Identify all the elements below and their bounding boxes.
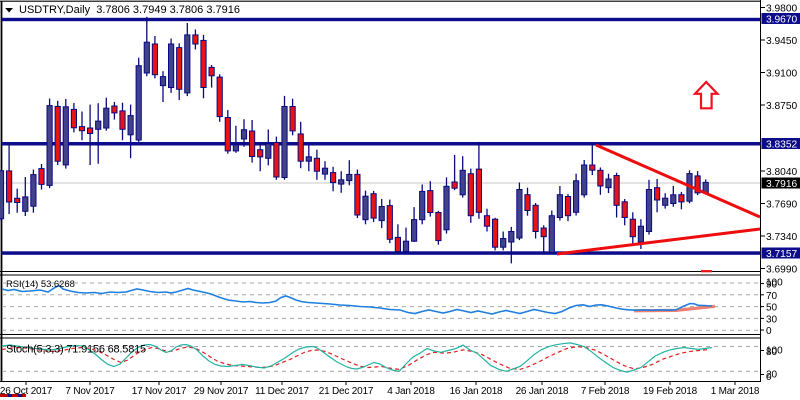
svg-text:3.9670: 3.9670	[766, 14, 797, 25]
svg-text:100: 100	[766, 277, 783, 288]
svg-text:100: 100	[766, 346, 783, 357]
svg-text:7 Nov 2017: 7 Nov 2017	[65, 386, 115, 397]
svg-text:26 Oct 2017: 26 Oct 2017	[0, 386, 53, 397]
svg-text:3.8352: 3.8352	[766, 139, 797, 150]
svg-text:29 Nov 2017: 29 Nov 2017	[194, 386, 249, 397]
svg-text:90: 90	[766, 280, 778, 291]
svg-text:1 Mar 2018: 1 Mar 2018	[711, 386, 760, 397]
svg-text:0: 0	[766, 372, 772, 383]
svg-text:3.7340: 3.7340	[766, 232, 797, 243]
svg-text:11 Dec 2017: 11 Dec 2017	[255, 386, 309, 397]
svg-text:30: 30	[766, 314, 778, 325]
svg-text:16 Jan 2018: 16 Jan 2018	[450, 386, 503, 397]
svg-text:20: 20	[766, 370, 778, 381]
svg-text:0: 0	[766, 326, 772, 337]
svg-text:3.8040: 3.8040	[766, 167, 797, 178]
svg-text:50: 50	[766, 303, 778, 314]
svg-text:3.7690: 3.7690	[766, 200, 797, 211]
svg-text:26 Jan 2018: 26 Jan 2018	[516, 386, 569, 397]
svg-text:70: 70	[766, 291, 778, 302]
svg-text:3.7157: 3.7157	[766, 249, 797, 260]
svg-text:Stoch(5,3,3) 71.9156 68.5815: Stoch(5,3,3) 71.9156 68.5815	[6, 344, 146, 356]
svg-text:3.8750: 3.8750	[766, 101, 797, 112]
svg-text:80: 80	[766, 347, 778, 358]
svg-text:7 Feb 2018: 7 Feb 2018	[581, 386, 630, 397]
svg-text:17 Nov 2017: 17 Nov 2017	[132, 386, 187, 397]
svg-text:21 Dec 2017: 21 Dec 2017	[319, 386, 374, 397]
svg-text:3.7916: 3.7916	[766, 179, 797, 190]
svg-text:USDTRY,Daily 3.7806 3.7949 3.: USDTRY,Daily 3.7806 3.7949 3.7806 3.7916	[19, 4, 240, 16]
svg-text:19 Feb 2018: 19 Feb 2018	[643, 386, 698, 397]
svg-text:4 Jan 2018: 4 Jan 2018	[387, 386, 435, 397]
svg-text:RSI(14) 53.6268: RSI(14) 53.6268	[6, 278, 75, 289]
svg-text:3.6990: 3.6990	[766, 265, 797, 276]
svg-text:3.9800: 3.9800	[766, 4, 797, 15]
svg-text:3.9100: 3.9100	[766, 69, 797, 80]
svg-text:3.9450: 3.9450	[766, 36, 797, 47]
